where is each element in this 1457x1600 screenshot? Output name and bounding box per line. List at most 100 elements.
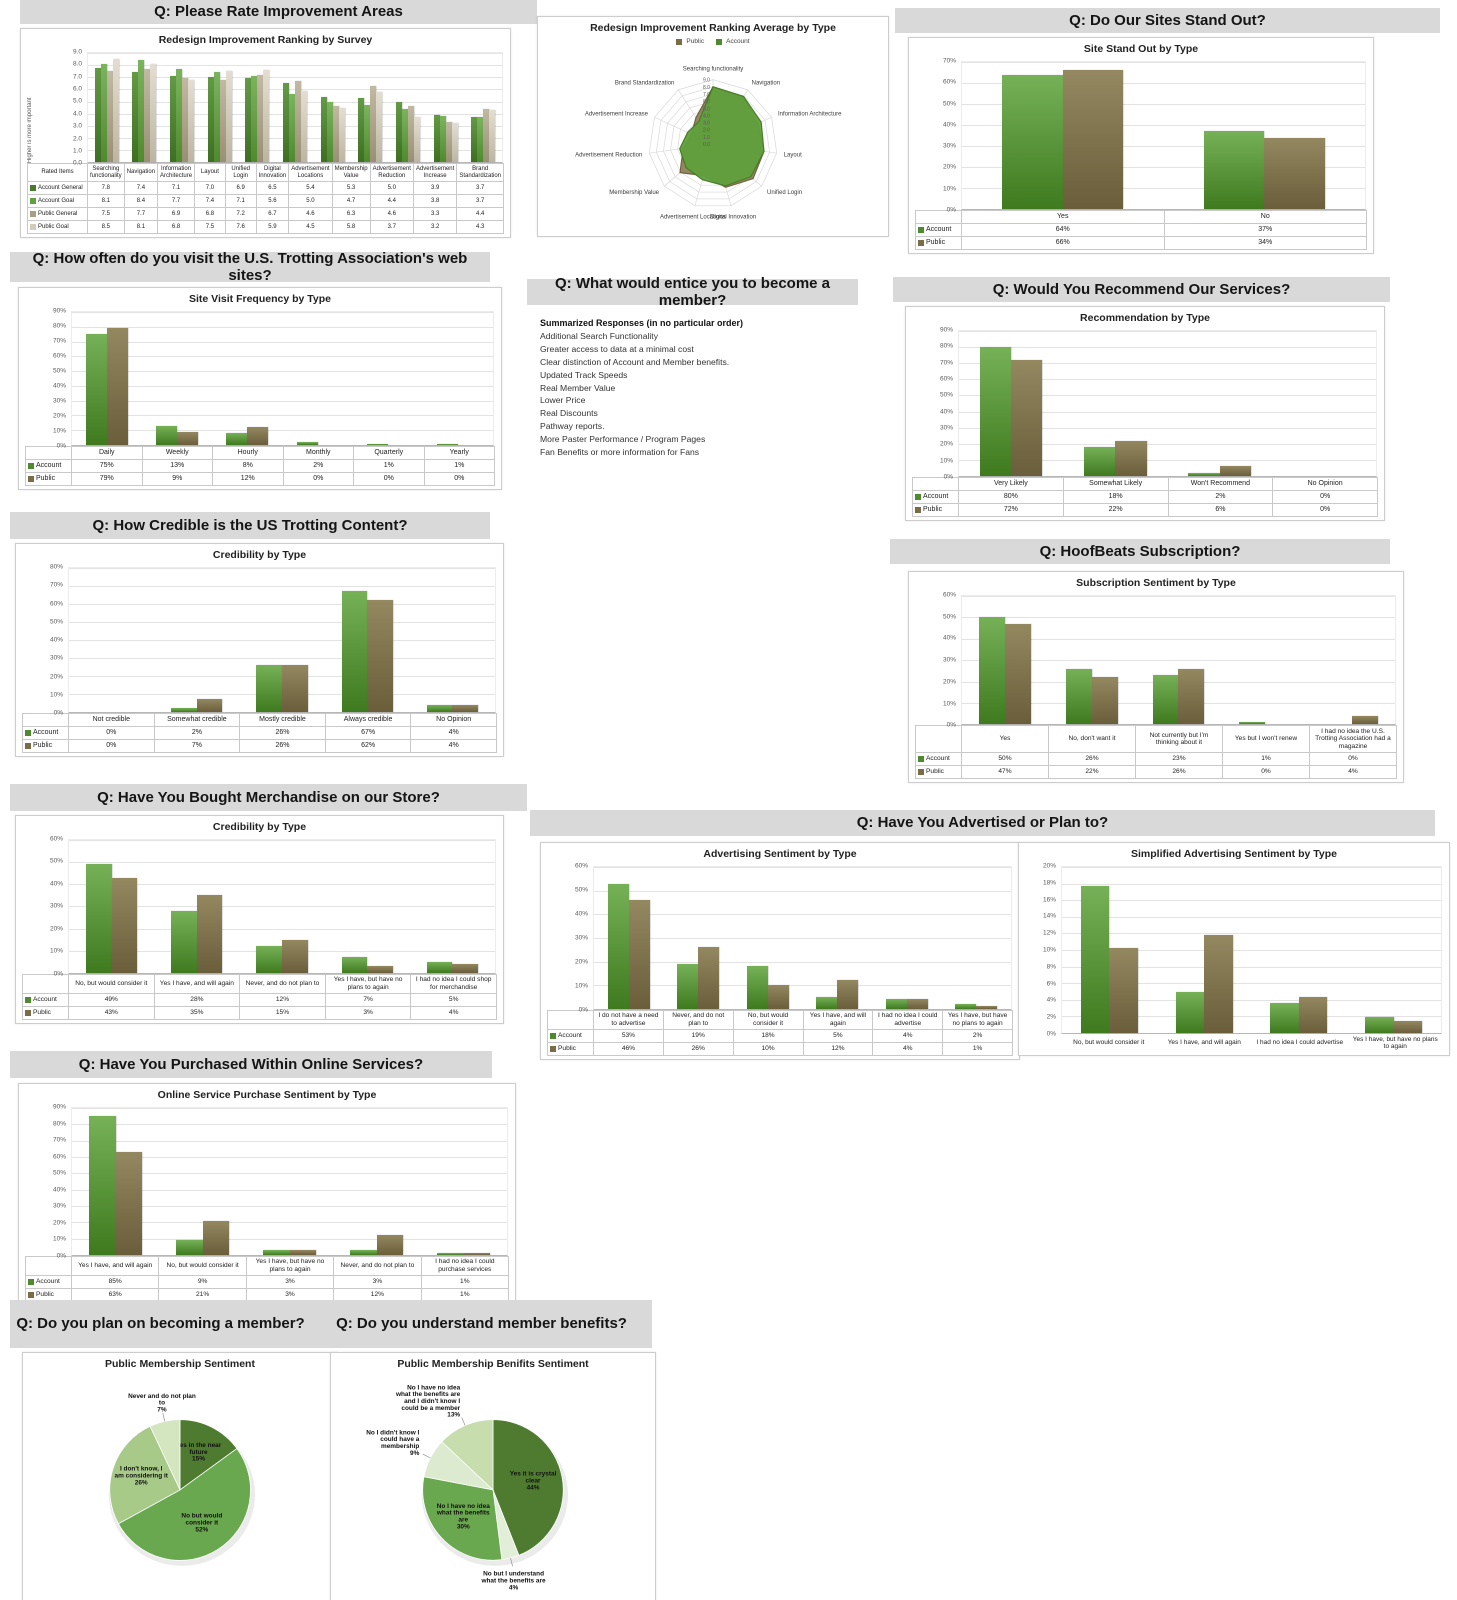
gridline (594, 961, 1011, 963)
y-tick-label: 9.0 (72, 48, 82, 56)
value-cell: 85% (72, 1276, 160, 1289)
bar-public-goal (489, 110, 496, 163)
radar-tick-label: 8.0 (703, 85, 710, 91)
value-cell: 7% (325, 994, 412, 1007)
section-header-hoofbeats: Q: HoofBeats Subscription? (890, 539, 1390, 564)
value-cell: 0% (1273, 504, 1378, 517)
bar-public (376, 1235, 403, 1255)
bar-group (325, 840, 410, 973)
plot-area: 0% 10% 20% 30% 40% 50% 60% 70% (915, 58, 1367, 214)
bar-group (353, 312, 423, 445)
value-cell: 7.8 (88, 182, 125, 195)
pie-label-line: 44% (527, 1484, 540, 1491)
bar-group (314, 53, 352, 163)
section-header-text: Q: What would entice you to become a mem… (554, 274, 831, 309)
y-tick-label: 8.0 (72, 60, 82, 68)
pie-label-line: 52% (195, 1526, 208, 1533)
category-label: No, but would consider it (1073, 1039, 1145, 1047)
section-header-text: Q: How often do you visit the U.S. Trott… (32, 249, 468, 284)
value-cell: 18% (1063, 491, 1169, 504)
gridline (72, 312, 493, 313)
entice-response-item: Fan Benefits or more information for Fan… (540, 447, 700, 458)
gridline (72, 430, 493, 432)
entice-response-item: Greater access to data at a minimal cost (540, 343, 694, 354)
gridline (959, 363, 1376, 365)
y-tick-label: 40% (939, 408, 953, 416)
bar-account (156, 425, 178, 445)
pie-label-line: am considering it (115, 1472, 169, 1479)
y-tick-label: 20% (49, 673, 63, 680)
bar-public (463, 1253, 490, 1255)
category-label: Advertisement Locations (289, 164, 333, 182)
bar-chart: Recommendation by Type 0% 10% 20% 30% 40% 50% 6… (912, 311, 1378, 517)
y-tick-label: 70% (52, 337, 66, 345)
bar-account (746, 966, 768, 1009)
bar-account (296, 442, 318, 445)
bar-account-general (471, 117, 478, 163)
y-tick-label: 40% (942, 634, 956, 642)
y-tick-label: 30% (49, 654, 63, 662)
plot-area: 0% 10% 20% 30% 40% 50% 60% (22, 836, 497, 978)
series-name: Account (36, 1278, 60, 1286)
chart-merchandise-sentiment: Credibility by Type 0% 10% 20% 30% 40% 50% 60% N… (15, 815, 504, 1024)
y-tick-label: 30% (574, 934, 588, 942)
y-tick-label: 10% (942, 185, 956, 193)
bar-account-goal (439, 116, 446, 163)
legend-swatch (28, 463, 34, 469)
bar-account (171, 910, 197, 973)
bar-public-general (332, 106, 339, 163)
bar-account (256, 665, 282, 712)
series-name: Public (926, 768, 944, 776)
bar-public-goal (338, 107, 345, 163)
section-header-text: Q: Have You Advertised or Plan to? (856, 814, 1109, 832)
value-cell: 10% (733, 1043, 804, 1056)
section-header-text: Q: HoofBeats Subscription? (1039, 542, 1241, 560)
bar-group (427, 53, 465, 163)
value-cell: 26% (240, 740, 326, 753)
y-tick-label: 60% (49, 600, 63, 607)
bar-account (1188, 472, 1220, 476)
value-cell: 5.6 (256, 195, 290, 208)
series-name: Account (923, 492, 949, 500)
value-cell: 5.4 (289, 182, 333, 195)
bar-group (154, 568, 239, 712)
pie-label-line: Never and do not plan (128, 1393, 196, 1400)
gridline (72, 415, 493, 417)
pie-slice (109, 1425, 181, 1525)
chart-title: Redesign Improvement Ranking Average by … (590, 22, 836, 34)
y-tick-label: 4.0 (72, 110, 82, 118)
pie-chart: Public Membership Sentiment Yes in the ne… (29, 1357, 331, 1600)
value-cell: 6% (1168, 504, 1274, 517)
radar-tick-label: 9.0 (703, 78, 710, 84)
y-tick-label: 40% (574, 910, 588, 918)
plot-area: 0% 10% 20% 30% 40% 50% 60% 70% 80% 90% (25, 1104, 509, 1259)
y-tick-label: 0.0 (72, 159, 82, 167)
value-cell: 7% (154, 740, 241, 753)
plot (593, 866, 1012, 1010)
category-label: No Opinion (1273, 478, 1378, 491)
category-label: No, but would consider it (69, 974, 155, 994)
gridline (69, 568, 495, 569)
gridline (959, 459, 1376, 461)
bar-group (803, 867, 872, 1009)
series-label: Account (23, 994, 69, 1007)
bar-public-general (144, 68, 151, 163)
section-header-text: Q: Would You Recommend Our Services? (992, 280, 1291, 298)
gridline (962, 83, 1365, 84)
y-tick-label: 20% (1042, 862, 1056, 870)
y-axis-title: Higher is more important (27, 97, 33, 164)
bar-group (1308, 596, 1395, 725)
value-cell: 7.4 (195, 195, 226, 208)
value-cell: 6.5 (256, 182, 290, 195)
plot (961, 61, 1366, 210)
plot (71, 1107, 508, 1256)
gridline (72, 1173, 507, 1175)
bar-account (226, 433, 248, 445)
y-tick-label: 0% (53, 970, 63, 978)
data-table: Daily Weekly Hourly Monthly Quarterly Yearly A… (25, 446, 495, 486)
bar-account (1152, 675, 1179, 725)
bar-account (1365, 1017, 1394, 1034)
gridline (594, 867, 1011, 868)
